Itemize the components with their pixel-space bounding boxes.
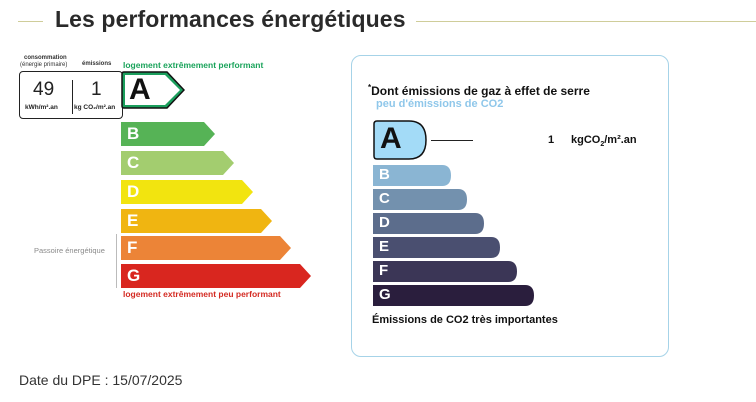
ges-grade-e-bar: E	[373, 237, 501, 258]
ges-grade-f-bar: F	[373, 261, 518, 282]
ges-grade-f-shape	[373, 261, 517, 282]
ges-bottom-caption: Émissions de CO2 très importantes	[372, 314, 558, 326]
consumption-unit: kWh/m².an	[25, 104, 58, 111]
dpe-grade-c-letter: C	[127, 153, 140, 172]
ges-unit-prefix: kgCO	[571, 134, 601, 146]
dpe-grade-g-bar: G	[121, 264, 312, 288]
section-header: Les performances énergétiques	[0, 4, 756, 38]
emissions-value: 1	[91, 79, 102, 100]
ges-grade-b-bar: B	[373, 165, 452, 186]
consumption-sublabel: (énergie primaire)	[20, 62, 68, 68]
dpe-grade-f-shape	[121, 236, 291, 260]
dpe-grade-d-letter: D	[127, 182, 140, 201]
ges-value: 1	[548, 134, 555, 146]
ges-unit: kgCO2/m².an	[571, 134, 637, 148]
ges-grade-f-letter: F	[379, 262, 389, 279]
ges-grade-e-shape	[373, 237, 500, 258]
section-title: Les performances énergétiques	[55, 6, 406, 32]
dpe-grade-d-shape	[121, 180, 253, 204]
ges-grade-d-bar: D	[373, 213, 485, 234]
dpe-energy-scale: consommation (énergie primaire) émission…	[0, 54, 340, 314]
title-divider-right	[416, 21, 756, 22]
ges-subtitle: peu d'émissions de CO2	[376, 98, 504, 110]
title-divider-left	[18, 21, 43, 22]
consumption-label: consommation	[24, 55, 67, 61]
dpe-value-box	[19, 71, 123, 119]
ges-title-marker: *	[368, 83, 372, 92]
ges-grade-d-shape	[373, 213, 484, 234]
dpe-grade-e-bar: E	[121, 209, 273, 233]
ges-current-grade-marker: A	[373, 120, 427, 160]
ges-grade-d-letter: D	[379, 214, 390, 231]
ges-grade-g-shape	[373, 285, 534, 306]
bottom-caption: logement extrêmement peu performant	[123, 289, 281, 299]
dpe-grade-d-bar: D	[121, 180, 254, 204]
passoire-label: Passoire énergétique	[34, 246, 105, 255]
dpe-current-grade-marker: A	[121, 71, 186, 109]
ges-panel: *Dont émissions de gaz à effet de serre …	[351, 55, 669, 357]
top-caption: logement extrêmement performant	[123, 60, 264, 70]
emissions-label: émissions	[82, 61, 112, 67]
value-divider	[72, 80, 73, 114]
emissions-unit: kg CO₂/m².an	[74, 104, 116, 111]
dpe-current-grade-letter: A	[129, 73, 151, 106]
ges-grade-b-shape	[373, 165, 451, 186]
dpe-grade-e-shape	[121, 209, 272, 233]
dpe-grade-g-shape	[121, 264, 311, 288]
dpe-grade-g-letter: G	[127, 266, 141, 285]
ges-grade-g-letter: G	[379, 286, 391, 303]
ges-pointer-line	[431, 140, 473, 141]
ges-title: *Dont émissions de gaz à effet de serre	[368, 83, 590, 98]
passoire-bracket	[116, 234, 117, 288]
ges-grade-b-letter: B	[379, 166, 390, 183]
dpe-date: Date du DPE : 15/07/2025	[19, 372, 183, 388]
ges-unit-suffix: /m².an	[604, 134, 637, 146]
dpe-grade-f-bar: F	[121, 236, 292, 260]
dpe-grade-e-letter: E	[127, 211, 139, 230]
dpe-grade-f-letter: F	[127, 238, 138, 257]
dpe-grade-b-bar: B	[121, 122, 216, 146]
dpe-grade-c-shape	[121, 151, 234, 175]
dpe-grade-b-shape	[121, 122, 215, 146]
ges-current-grade-letter: A	[380, 122, 402, 155]
ges-grade-g-bar: G	[373, 285, 535, 306]
dpe-grade-b-letter: B	[127, 124, 140, 143]
ges-grade-c-shape	[373, 189, 467, 210]
consumption-value: 49	[33, 79, 55, 100]
ges-grade-c-bar: C	[373, 189, 468, 210]
ges-unit-sub: 2	[600, 141, 605, 149]
ges-grade-c-letter: C	[379, 190, 390, 207]
dpe-grade-c-bar: C	[121, 151, 235, 175]
ges-title-text: Dont émissions de gaz à effet de serre	[371, 84, 590, 98]
ges-grade-e-letter: E	[379, 238, 390, 255]
